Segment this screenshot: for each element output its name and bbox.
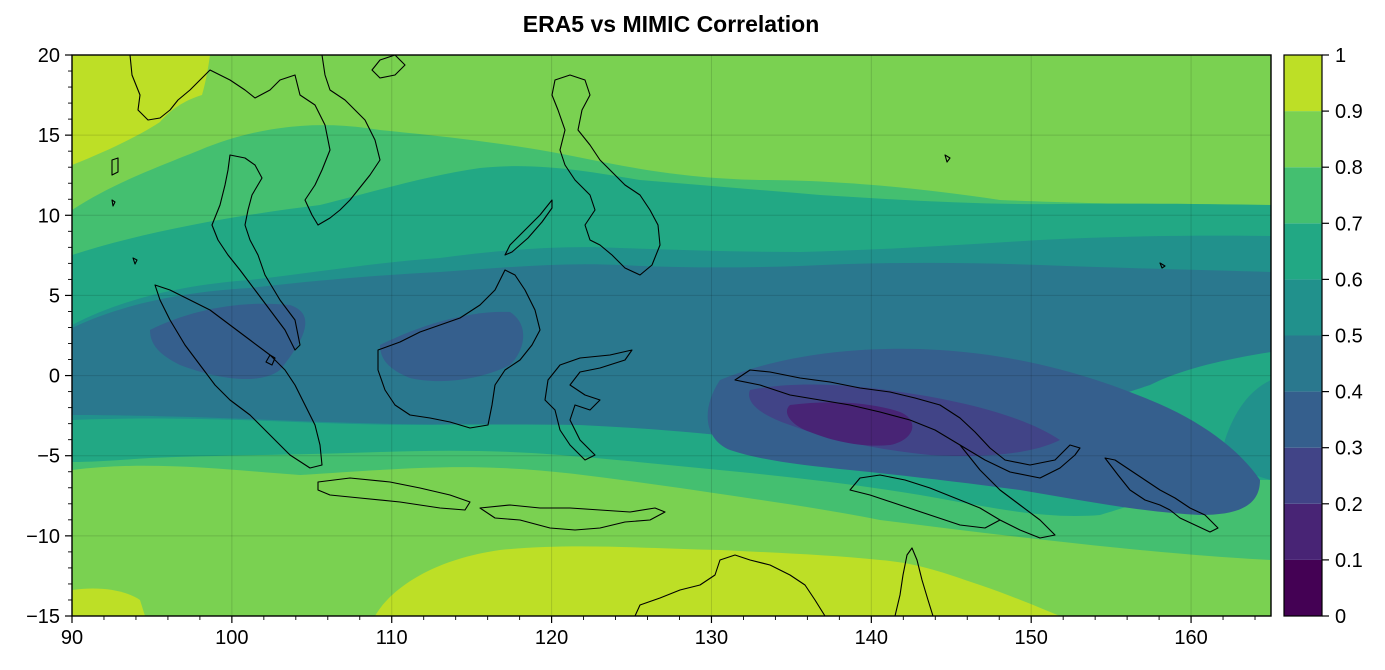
contour-band-0.7-north [72,55,1271,210]
colorbar-segment [1284,335,1322,392]
contour-band-0.7-south [72,465,1271,616]
colorbar-tick-label: 0 [1335,606,1346,628]
coastlines [111,55,1219,616]
contour-band-0.8-northwest [72,55,210,165]
colorbar: 0 0.1 0.2 0.3 0.4 0.5 0.6 0.7 0.8 0.9 1 [1283,45,1363,628]
x-tick-label: 100 [215,627,248,649]
y-tick-label: 20 [38,45,60,67]
map-area [72,55,1271,616]
map-frame [71,54,1272,617]
colorbar-segment [1284,279,1322,336]
colorbar-segment [1284,559,1322,616]
colorbar-segment [1284,503,1322,560]
coastline-mainland-asia [129,55,381,351]
x-tick-label: 130 [695,627,728,649]
coastline-lesser-sunda [479,504,666,531]
colorbar-segment [1284,391,1322,448]
coastline-java [317,477,471,511]
colorbar-tick-label: 0.1 [1335,550,1363,572]
x-tick-label: 90 [61,627,83,649]
coastline-new-guinea [734,369,1081,529]
colorbar-tick-label: 1 [1335,45,1346,67]
contour-band-0.8-south [375,546,1060,616]
y-tick-label: 5 [49,285,60,307]
colorbar-tick-label: 0.9 [1335,101,1363,123]
x-axis: 90 100 110 120 130 140 150 160 [61,616,1256,649]
colorbar-segment [1284,111,1322,168]
y-tick-label: −15 [26,606,60,628]
coastline-sulawesi [544,349,633,461]
colorbar-tick-label: 0.2 [1335,494,1363,516]
x-tick-label: 120 [535,627,568,649]
coastline-small-islands [111,55,1166,366]
coastline-sumatra [154,284,323,469]
colorbar-tick-label: 0.8 [1335,157,1363,179]
colorbar-segment [1284,55,1322,112]
plot-title: ERA5 vs MIMIC Correlation [523,11,820,37]
y-tick-label: 15 [38,125,60,147]
y-axis: 20 15 10 5 0 −5 −10 −15 [26,45,72,628]
coastline-palawan [504,199,553,256]
x-tick-label: 160 [1174,627,1207,649]
gridlines [72,55,1271,616]
coastline-solomon-islands [1104,457,1219,533]
y-tick-label: −10 [26,526,60,548]
colorbar-tick-label: 0.7 [1335,213,1363,235]
coastline-borneo [377,269,541,429]
contour-band-0.3-core-borneo [380,311,524,382]
contour-band-0.8-southwest [72,588,145,616]
contour-band-0.2-core [786,402,913,446]
colorbar-tick-label: 0.4 [1335,382,1363,404]
x-tick-label: 140 [855,627,888,649]
x-tick-label: 110 [376,627,408,649]
colorbar-tick-label: 0.6 [1335,269,1363,291]
colorbar-segment [1284,167,1322,224]
colorbar-segment [1284,447,1322,504]
colorbar-tick-label: 0.5 [1335,326,1363,348]
y-tick-label: 10 [38,205,60,227]
colorbar-tick-label: 0.3 [1335,438,1363,460]
coastline-new-guinea-south [959,444,1056,539]
colorbar-segment [1284,223,1322,280]
coastline-philippines [551,74,661,276]
y-tick-label: 0 [49,366,60,388]
coastline-australia [634,547,934,616]
y-tick-label: −5 [37,446,60,468]
x-tick-label: 150 [1015,627,1048,649]
